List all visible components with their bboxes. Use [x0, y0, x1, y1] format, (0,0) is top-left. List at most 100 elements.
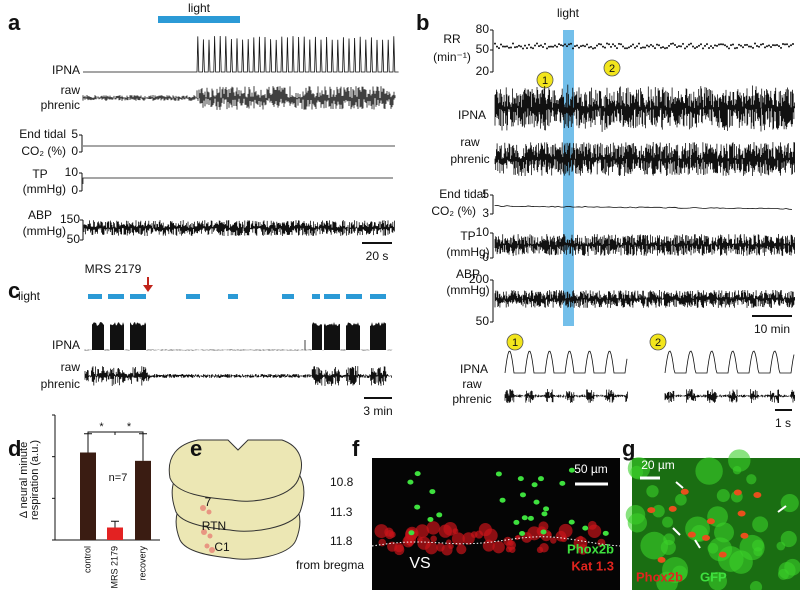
rr-dot: [748, 45, 750, 48]
rr-dot: [528, 43, 530, 46]
phox2b-cell: [495, 471, 502, 477]
rr-dot: [700, 43, 702, 46]
rr-dot: [544, 42, 546, 45]
rr-dot: [556, 45, 558, 48]
cell: [209, 547, 215, 553]
rr-dot: [778, 45, 780, 48]
rr-dot: [518, 44, 520, 47]
stain-label: Phox2b: [636, 569, 683, 584]
phox2b-cell: [527, 515, 534, 521]
gfp-process: [714, 522, 734, 543]
ipna-burst: [312, 322, 322, 350]
phox2b-nucleus: [740, 532, 749, 539]
kat-signal: [474, 530, 484, 539]
label: 3 min: [363, 404, 392, 418]
label: (mmHg): [446, 245, 489, 259]
ipna-burst: [110, 322, 124, 350]
cell: [201, 529, 207, 535]
phox2b-cell: [540, 529, 547, 535]
rr-dot: [564, 43, 566, 46]
rr-dot: [712, 46, 714, 49]
rr-dot: [546, 47, 548, 50]
kat-signal: [374, 524, 389, 539]
rr-dot: [770, 46, 772, 49]
sig-label: *: [127, 421, 132, 433]
rr-dot: [596, 44, 598, 47]
cell: [207, 533, 213, 539]
rr-dot: [530, 46, 532, 49]
rr-dot: [566, 45, 568, 48]
phox2b-nucleus: [753, 491, 762, 498]
rr-dot: [618, 42, 620, 45]
label: IPNA: [52, 338, 80, 352]
phox2b-cell: [519, 492, 526, 498]
rr-dot: [660, 46, 662, 49]
rr-dot: [760, 43, 762, 46]
rr-dot: [510, 46, 512, 49]
abp-trace: [494, 290, 795, 308]
marker-circle: [506, 333, 524, 351]
gfp-process: [652, 504, 665, 518]
gfp-process: [646, 485, 659, 498]
rr-dot: [742, 46, 744, 49]
sig-bracket: [114, 431, 144, 435]
light-dash: [346, 294, 362, 299]
rr-dot: [494, 42, 496, 45]
rr-dot: [666, 46, 668, 49]
label: (mmHg): [446, 283, 489, 297]
bar: [135, 460, 151, 540]
scale-label: 20 µm: [641, 458, 675, 472]
rr-dot: [506, 45, 508, 48]
label: 150: [60, 212, 80, 226]
rr-dot: [750, 45, 752, 48]
rr-dot: [756, 45, 758, 48]
rr-dot: [500, 43, 502, 46]
ipna-burst: [370, 322, 386, 350]
label: IPNA: [458, 108, 486, 122]
gfp-process: [640, 531, 669, 560]
ipna-burst: [130, 322, 146, 350]
error-bar: [111, 520, 119, 528]
label: f: [352, 436, 360, 461]
label: e: [190, 436, 202, 461]
rr-dot: [630, 45, 632, 48]
rr-dot: [628, 46, 630, 49]
kat-signal: [516, 534, 521, 540]
label: ABP: [456, 267, 480, 281]
rr-dot: [746, 43, 748, 46]
kat-signal: [503, 536, 513, 546]
phox2b-cell: [531, 482, 538, 488]
rr-dot: [724, 44, 726, 47]
rr-dot: [704, 44, 706, 47]
rr-dot: [614, 44, 616, 47]
rr-dot: [698, 44, 700, 47]
rr-dot: [572, 47, 574, 50]
phox2b-cell: [408, 530, 415, 536]
label: 200: [469, 272, 489, 286]
phox2b-cell: [499, 497, 506, 503]
rr-dot: [540, 44, 542, 47]
gfp-process: [627, 513, 648, 533]
rr-dot: [710, 45, 712, 48]
marker-label: 2: [609, 63, 615, 75]
rr-dot: [602, 45, 604, 48]
phox2b-cell: [436, 512, 443, 518]
label: 50: [476, 314, 490, 328]
rr-dot: [526, 47, 528, 50]
rr-dot: [636, 45, 638, 48]
phox2b-nucleus: [680, 488, 689, 495]
rr-dot: [694, 47, 696, 50]
rr-dot: [586, 43, 588, 46]
kat-signal: [573, 536, 588, 551]
phox2b-nucleus: [706, 518, 715, 525]
light-bar: [158, 16, 240, 23]
rr-dot: [688, 43, 690, 46]
rr-dot: [538, 45, 540, 48]
rr-dot: [516, 45, 518, 48]
rr-dot: [606, 42, 608, 45]
phox2b-nucleus: [687, 531, 696, 538]
x-tick-label: MRS 2179: [109, 546, 119, 589]
rr-dot: [622, 45, 624, 48]
gfp-process: [630, 465, 644, 479]
kat-signal: [385, 529, 395, 540]
